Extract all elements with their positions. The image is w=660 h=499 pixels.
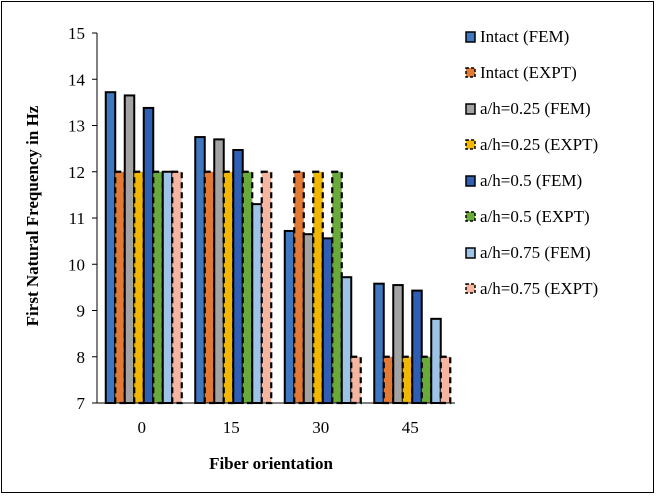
bar: [241, 170, 254, 405]
y-tick-label: 10: [68, 255, 85, 274]
legend-label: a/h=0.25 (EXPT): [480, 135, 598, 154]
bars: [104, 91, 452, 405]
x-tick-label: 30: [312, 418, 329, 437]
bar: [430, 317, 442, 405]
bar: [260, 170, 273, 405]
bar: [222, 170, 235, 405]
legend-label: Intact (EXPT): [480, 63, 577, 82]
legend-label: Intact (FEM): [480, 27, 569, 46]
bar: [142, 106, 155, 405]
legend-item: a/h=0.5 (EXPT): [465, 207, 590, 226]
bar: [293, 170, 305, 405]
y-tick-label: 12: [68, 163, 85, 182]
bar: [420, 355, 433, 405]
legend-item: a/h=0.75 (EXPT): [465, 279, 598, 298]
x-tick-label: 0: [138, 418, 147, 437]
legend-swatch: [465, 103, 476, 115]
legend-item: Intact (FEM): [465, 27, 569, 46]
legend-label: a/h=0.75 (EXPT): [480, 279, 598, 298]
legend-swatch: [465, 211, 476, 222]
legend-label: a/h=0.5 (EXPT): [480, 207, 590, 226]
legend-swatch: [465, 31, 476, 43]
legend-item: Intact (EXPT): [465, 63, 577, 82]
legend-item: a/h=0.5 (FEM): [465, 171, 582, 190]
bar: [123, 94, 136, 404]
legend-swatch: [465, 247, 476, 259]
legend-swatch: [465, 175, 476, 187]
bar: [401, 355, 414, 405]
bar: [161, 170, 174, 404]
bar: [213, 138, 225, 404]
legend-item: a/h=0.25 (EXPT): [465, 135, 598, 154]
legend-swatch: [465, 67, 476, 78]
bar: [152, 170, 164, 405]
legend-item: a/h=0.25 (FEM): [465, 99, 591, 118]
bar: [373, 282, 385, 404]
bar: [114, 170, 126, 405]
legend: Intact (FEM) Intact (EXPT) a/h=0.25 (FEM) a…: [465, 27, 598, 298]
y-axis-ticks: 7 8 9 10 11 12 13 14 15: [68, 24, 97, 413]
bar: [350, 355, 362, 405]
bar: [133, 170, 145, 405]
legend-swatch: [465, 283, 476, 294]
bar: [104, 91, 117, 404]
x-tick-label: 15: [223, 418, 240, 437]
bar: [340, 276, 353, 405]
legend-item: a/h=0.75 (FEM): [465, 243, 591, 262]
bar: [283, 229, 296, 404]
bar: [171, 170, 183, 405]
y-tick-label: 15: [68, 24, 85, 43]
bar: [203, 170, 216, 405]
legend-swatch: [465, 139, 476, 150]
bar: [302, 233, 315, 404]
y-tick-label: 11: [69, 209, 85, 228]
x-tick-label: 45: [402, 418, 419, 437]
y-tick-label: 13: [68, 117, 85, 136]
bar: [321, 237, 334, 404]
x-axis-title: Fiber orientation: [209, 454, 333, 473]
y-tick-label: 7: [77, 394, 86, 413]
legend-label: a/h=0.75 (FEM): [480, 243, 591, 262]
bar: [411, 289, 423, 404]
bar: [251, 203, 263, 404]
legend-label: a/h=0.5 (FEM): [480, 171, 582, 190]
bar: [392, 284, 404, 404]
y-tick-label: 9: [77, 302, 86, 321]
bar: [232, 149, 244, 404]
bar: [194, 136, 206, 404]
y-tick-label: 14: [68, 70, 86, 89]
bar: [382, 355, 395, 405]
bar: [331, 170, 343, 405]
legend-label: a/h=0.25 (FEM): [480, 99, 591, 118]
x-axis-ticks: 0 15 30 45: [138, 418, 419, 437]
bar: [312, 170, 324, 405]
bar: [439, 355, 452, 405]
y-axis-title: First Natural Frequency in Hz: [23, 105, 42, 326]
y-tick-label: 8: [77, 348, 86, 367]
